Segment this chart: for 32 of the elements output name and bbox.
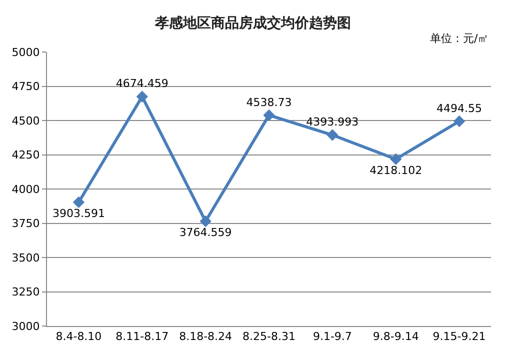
- x-tick-label: 9.1-9.7: [312, 330, 352, 344]
- point: [390, 153, 402, 165]
- x-tick-label: 9.8-9.14: [372, 330, 419, 344]
- data-label: 3764.559: [179, 226, 232, 240]
- x-tick-label: 8.11-8.17: [116, 330, 169, 344]
- y-tick-label: 4500: [12, 114, 40, 128]
- y-tick-label: 4250: [12, 148, 40, 162]
- point: [453, 115, 466, 128]
- point: [72, 196, 85, 208]
- point: [200, 215, 212, 228]
- data-label: 4494.55: [436, 102, 482, 115]
- data-label: 4538.73: [246, 96, 292, 109]
- data-label: 4218.102: [370, 164, 422, 177]
- y-tick-label: 4000: [12, 182, 40, 196]
- x-tick-label: 8.25-8.31: [242, 330, 296, 344]
- point: [136, 90, 148, 102]
- point: [326, 129, 338, 141]
- data-label: 4674.459: [116, 77, 168, 90]
- x-tick-label: 8.4-8.10: [56, 330, 102, 344]
- point: [263, 109, 275, 122]
- y-tick-label: 3250: [12, 286, 40, 299]
- data-label: 3903.591: [52, 207, 105, 220]
- y-tick-label: 4750: [12, 80, 40, 94]
- y-tick-label: 3000: [12, 320, 40, 333]
- x-tick-label: 9.15-9.21: [432, 330, 486, 344]
- x-tick-label: 8.18-8.24: [179, 330, 232, 344]
- data-label: 4393.993: [306, 116, 359, 129]
- y-tick-label: 5000: [12, 46, 40, 59]
- chart-title: 孝感地区商品房成交均价趋势图: [154, 14, 351, 32]
- y-tick-label: 3500: [12, 251, 40, 264]
- text: 单位：元/㎡: [430, 32, 489, 45]
- y-tick-label: 3750: [12, 217, 40, 230]
